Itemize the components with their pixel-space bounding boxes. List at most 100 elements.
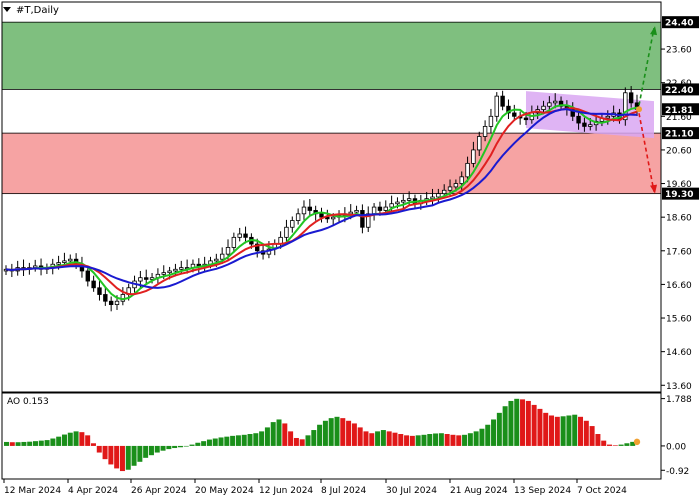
- ao-bar: [485, 424, 491, 446]
- candle: [547, 102, 552, 107]
- ao-bar: [328, 418, 334, 446]
- candle: [623, 92, 628, 121]
- price-tag: [662, 103, 699, 116]
- candle: [62, 260, 67, 263]
- ao-bar: [114, 445, 120, 469]
- ao-bar: [543, 412, 549, 446]
- candle: [477, 136, 482, 151]
- x-tick-label: 20 May 2024: [195, 486, 254, 496]
- ao-bar: [56, 436, 62, 446]
- ao-bar: [67, 432, 73, 446]
- ao-bar: [259, 431, 265, 446]
- ao-bar: [206, 439, 212, 446]
- ma-medium-line: [5, 107, 638, 296]
- candle: [605, 115, 610, 119]
- price-tag-label: 19.30: [665, 190, 693, 200]
- ao-bar: [293, 437, 299, 446]
- price-tag: [662, 83, 699, 96]
- ao-bar: [618, 444, 624, 446]
- y-tick-label: 23.60: [666, 46, 692, 56]
- candle: [219, 253, 225, 260]
- candle: [103, 294, 108, 302]
- ao-bar: [137, 445, 143, 462]
- candle: [430, 196, 435, 200]
- x-tick-label: 4 Apr 2024: [68, 486, 118, 496]
- ao-bar: [473, 431, 479, 446]
- ao-bar: [212, 438, 218, 446]
- x-tick-label: 8 Jul 2024: [321, 486, 366, 496]
- x-tick-label: 12 Jun 2024: [259, 486, 313, 496]
- ao-bar: [351, 423, 357, 446]
- ao-bar: [589, 426, 595, 446]
- candle: [330, 216, 336, 220]
- axes: 13.60 14.60 15.60 16.60 17.60 18.60 19.60 20.60…: [1, 1, 699, 496]
- ao-bar: [549, 415, 555, 446]
- ao-pane[interactable]: [4, 398, 641, 472]
- ao-y-tick-label: -0.92: [666, 467, 689, 477]
- candle: [91, 280, 96, 289]
- candle: [348, 211, 353, 215]
- ao-bar: [554, 416, 560, 446]
- candle: [120, 294, 126, 302]
- ao-bar: [299, 439, 305, 446]
- candle: [360, 210, 365, 228]
- candle: [488, 115, 494, 127]
- ao-pane-frame: [1, 392, 662, 480]
- ao-bar: [340, 418, 346, 446]
- ao-bar: [496, 412, 502, 446]
- candle: [494, 95, 499, 117]
- ao-bar: [108, 445, 114, 465]
- ao-bar: [380, 430, 386, 446]
- up-arrowhead: [650, 26, 657, 36]
- ao-bar: [462, 434, 468, 446]
- resistance-zone: [1, 21, 662, 90]
- candle: [108, 300, 114, 305]
- x-tick-label: 7 Oct 2024: [577, 486, 627, 496]
- candle: [301, 206, 307, 215]
- price-pane[interactable]: [1, 21, 662, 312]
- x-tick-label: 12 Mar 2024: [4, 486, 61, 496]
- ao-bar: [119, 445, 125, 472]
- ao-bar: [50, 438, 56, 446]
- ao-bar: [154, 445, 160, 453]
- price-tag: [662, 187, 699, 200]
- ao-bar: [444, 434, 450, 446]
- ao-bar: [288, 431, 294, 446]
- ao-bar: [201, 441, 207, 446]
- ao-bar: [143, 445, 149, 458]
- candle: [541, 105, 546, 110]
- symbol-title: #T,Daily: [16, 5, 59, 16]
- ao-bar: [38, 440, 44, 446]
- ao-bar: [566, 415, 572, 446]
- candle: [628, 92, 634, 104]
- candle: [523, 117, 529, 121]
- ao-bar: [456, 435, 462, 446]
- ao-bar: [172, 445, 178, 449]
- y-tick-label: 20.60: [666, 146, 692, 156]
- candle: [85, 270, 90, 282]
- candle: [231, 236, 237, 248]
- ao-bar: [578, 416, 584, 446]
- ao-bar: [375, 431, 381, 446]
- triangle-down-icon[interactable]: [3, 7, 11, 12]
- ao-bar: [433, 433, 439, 446]
- ao-bar: [404, 435, 410, 446]
- ao-bar: [369, 433, 375, 446]
- candle: [161, 272, 166, 275]
- ao-bar: [560, 416, 566, 446]
- ao-bar: [235, 435, 241, 446]
- ao-bar: [334, 416, 340, 446]
- candle: [138, 277, 143, 282]
- ao-bar: [386, 431, 392, 446]
- ao-bar: [531, 404, 537, 446]
- ao-bar: [61, 434, 67, 446]
- candle: [558, 100, 564, 107]
- candle: [237, 233, 242, 238]
- ao-bar: [363, 431, 369, 446]
- ao-bar: [583, 420, 589, 446]
- candle: [506, 105, 511, 114]
- ao-bar: [514, 398, 520, 446]
- candle: [377, 206, 383, 211]
